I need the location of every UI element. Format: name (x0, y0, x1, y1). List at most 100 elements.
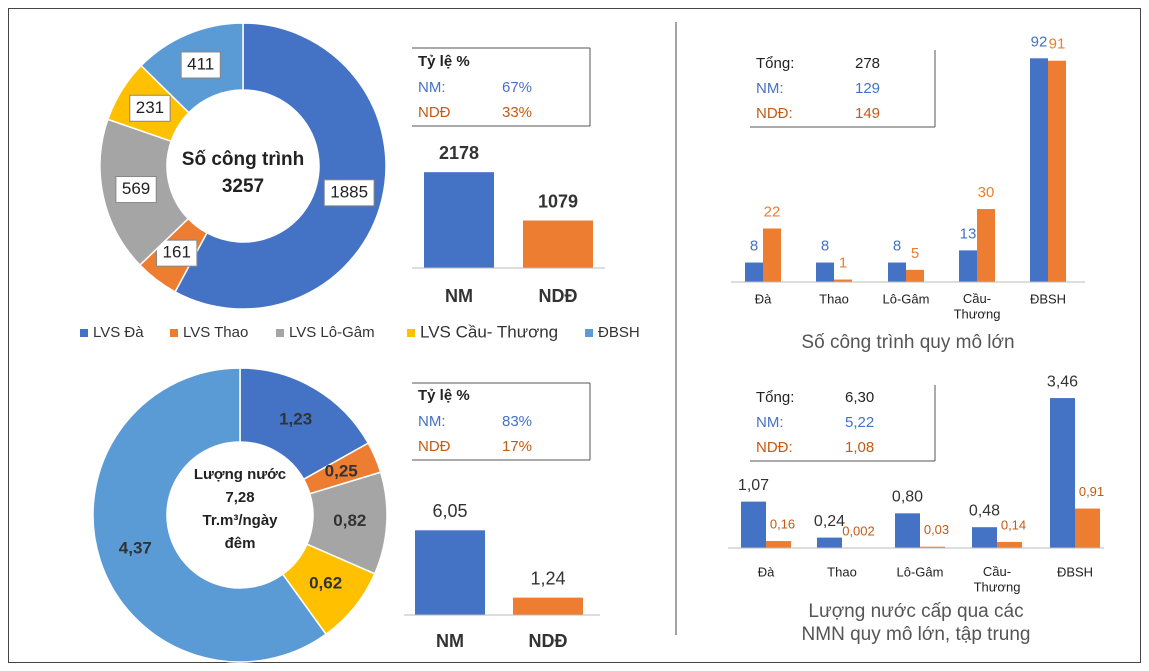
x-tick-label: NDĐ (539, 286, 578, 306)
slice-label: 161 (163, 243, 191, 262)
legend-label: LVS Lô-Gâm (289, 324, 375, 341)
value-label: 91 (1049, 36, 1066, 53)
center-label: Tr.m³/ngày (202, 512, 278, 529)
value-label: 0,80 (892, 489, 923, 506)
table-label: NM: (756, 80, 784, 97)
value-label: 1,07 (738, 477, 769, 494)
slice-label: 569 (122, 179, 150, 198)
table-value: 129 (855, 80, 880, 97)
x-tick-label: NDĐ (529, 631, 568, 651)
label-box (129, 94, 171, 122)
table-value: 17% (502, 438, 532, 455)
x-tick-label: Cầu-Thương (974, 564, 1021, 595)
x-tick-label: Đà (755, 291, 772, 306)
table-value: 33% (502, 104, 532, 121)
legend-label: LVS Đà (93, 324, 144, 341)
slice-label: 4,37 (119, 538, 152, 557)
x-tick-label: Cầu-Thương (954, 291, 1001, 322)
bar (816, 262, 834, 282)
x-tick-label: NM (436, 631, 464, 651)
table-title: Tỷ lệ % (418, 53, 470, 70)
table-label: NDĐ: (756, 105, 793, 122)
label-box (156, 239, 198, 267)
bar (817, 537, 842, 548)
value-label: 0,24 (814, 513, 845, 530)
table-label: NDĐ (418, 438, 451, 455)
x-tick-label: NM (445, 286, 473, 306)
legend-swatch (80, 329, 88, 337)
bar (906, 269, 924, 282)
slice-label: 0,82 (333, 511, 366, 530)
table-title: Tỷ lệ % (418, 387, 470, 404)
value-label: 0,03 (924, 522, 949, 537)
table-value: 83% (502, 413, 532, 430)
bar (1050, 398, 1075, 548)
value-label: 0,002 (842, 523, 875, 538)
bar (741, 501, 766, 548)
table-label: Tổng: (756, 55, 794, 72)
center-label: Lượng nước (194, 466, 286, 483)
value-label: 8 (821, 238, 829, 255)
bar (997, 541, 1022, 548)
table-label: NDĐ (418, 104, 451, 121)
legend-label: ĐBSH (598, 324, 640, 341)
bar (972, 527, 997, 548)
x-tick-label: Lô-Gâm (883, 291, 930, 306)
legend-swatch (407, 329, 415, 337)
x-tick-label: Thao (827, 564, 857, 579)
chart-title: Số công trình quy mô lớn (801, 332, 1014, 353)
frame (8, 8, 1141, 663)
center-label: 3257 (222, 176, 264, 197)
value-label: 0,91 (1079, 484, 1104, 499)
value-label: 30 (978, 184, 995, 201)
bar (977, 209, 995, 282)
value-label: 1,24 (530, 568, 565, 588)
value-label: 22 (764, 203, 781, 220)
table-label: NM: (418, 413, 446, 430)
legend-label: LVS Thao (183, 324, 248, 341)
donut-slice (92, 367, 328, 663)
value-label: 2178 (439, 143, 479, 163)
label-box (115, 176, 157, 204)
legend-label: LVS Cầu- Thương (420, 322, 558, 341)
value-label: 0,14 (1001, 517, 1026, 532)
value-label: 92 (1031, 33, 1048, 50)
value-label: 1 (839, 255, 847, 272)
value-label: 1079 (538, 191, 578, 211)
bar (959, 250, 977, 282)
chart-title: Lượng nước cấp qua các NMN quy mô lớn, tậ… (802, 601, 1031, 645)
bar (888, 262, 906, 282)
bar (1075, 508, 1100, 548)
center-label: 7,28 (225, 489, 254, 506)
value-label: 8 (750, 238, 758, 255)
value-label: 6,05 (432, 501, 467, 521)
slice-label: 1,23 (279, 410, 312, 429)
slice-label: 411 (187, 54, 214, 73)
slice-label: 0,25 (325, 461, 358, 480)
table-value: 5,22 (845, 414, 874, 431)
bar (1030, 58, 1048, 282)
bar (415, 530, 485, 615)
x-tick-label: Đà (758, 564, 775, 579)
legend-swatch (276, 329, 284, 337)
legend-swatch (170, 329, 178, 337)
table-value: 278 (855, 55, 880, 72)
table-label: NDĐ: (756, 439, 793, 456)
bar (766, 541, 791, 548)
table-label: NM: (756, 414, 784, 431)
table-value: 149 (855, 105, 880, 122)
bar (834, 279, 852, 282)
center-label: đêm (225, 535, 256, 552)
bar (424, 172, 494, 268)
bar (513, 597, 583, 615)
x-tick-label: ĐBSH (1030, 291, 1066, 306)
slice-label: 0,62 (309, 574, 342, 593)
x-tick-label: Thao (819, 291, 849, 306)
label-box (323, 179, 375, 207)
value-label: 3,46 (1047, 373, 1078, 390)
center-label: Số công trình (182, 149, 304, 170)
value-label: 0,48 (969, 502, 1000, 519)
value-label: 8 (893, 238, 901, 255)
donut-slice (174, 22, 387, 310)
